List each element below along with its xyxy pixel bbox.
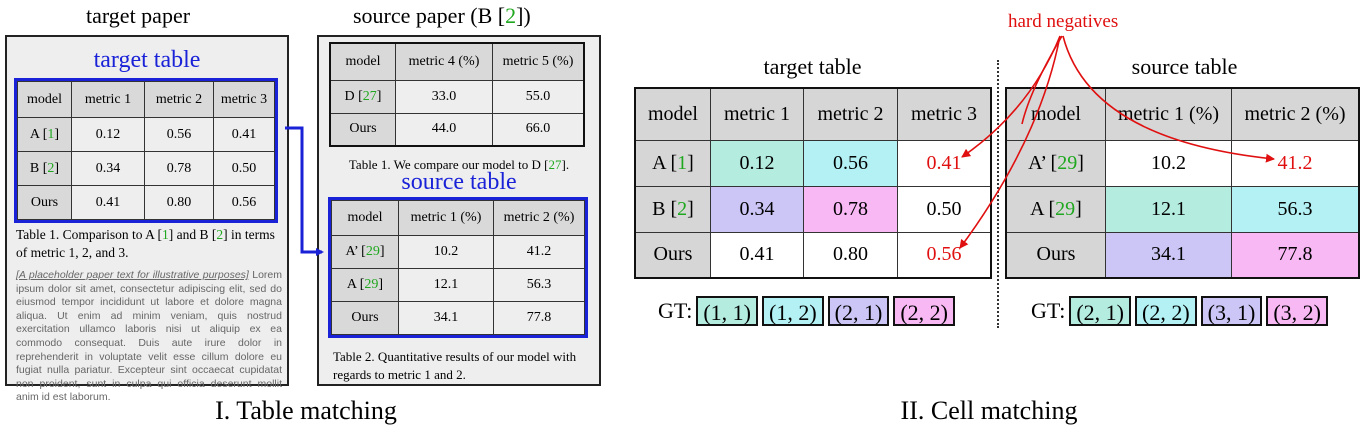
table-cell: 0.56 [213,185,275,220]
table-header: metric 2 [803,87,898,141]
table-cell: 0.41 [213,117,275,152]
row-label: A’ [29] [331,235,399,269]
table-cell: 77.8 [493,301,585,335]
source-paper: model metric 4 (%) metric 5 (%) D [27] 3… [317,35,601,386]
table-cell: 66.0 [492,112,585,147]
table-header: metric 3 [213,81,275,118]
row-label: Ours [1005,231,1106,279]
placeholder-body-text: [A placeholder paper text for illustrati… [16,269,282,404]
table-cell: 0.80 [803,231,898,279]
row-label: Ours [329,112,396,147]
gt-box: (2, 1) [1069,296,1131,326]
gt-box: (2, 2) [1135,296,1197,326]
target-paper: target table model metric 1 metric 2 met… [5,35,289,403]
table-header: metric 2 (%) [1231,87,1360,141]
table-header: metric 1 [710,87,804,141]
table-header: metric 3 [897,87,992,141]
row-label: Ours [634,231,711,279]
cell-target-table: model metric 1 metric 2 metric 3 A [1] 0… [634,87,992,279]
table-cell: 0.41 [710,231,804,279]
table-cell: 41.2 [493,235,585,269]
table-cell: 77.8 [1231,231,1360,279]
row-label: Ours [331,301,399,335]
table-header: metric 1 (%) [1105,87,1232,141]
target-table-highlight: model metric 1 metric 2 metric 3 A [1] 0… [14,78,278,223]
table-header: model [329,42,396,81]
table-cell: 44.0 [395,112,493,147]
table-header: model [634,87,711,141]
part-2-label: II. Cell matching [900,396,1078,425]
table-cell: 0.12 [710,139,804,187]
hard-negative-cell: 41.2 [1231,139,1360,187]
table-header: metric 4 (%) [395,42,493,81]
gt-box: (2, 2) [893,296,955,326]
source-paper-table-1: model metric 4 (%) metric 5 (%) D [27] 3… [329,42,585,147]
table-cell: 0.12 [71,117,145,152]
table-cell: 12.1 [398,268,494,302]
row-label: A [1] [634,139,711,187]
table-header: metric 1 [71,81,145,118]
source-paper-heading: source paper (B [2]) [353,3,531,28]
gt-box: (3, 1) [1200,296,1263,326]
target-table-title: target table [93,47,201,73]
source-table-highlight: model metric 1 (%) metric 2 (%) A’ [29] … [328,197,588,338]
cell-source-table: model metric 1 (%) metric 2 (%) A’ [29] … [1005,87,1360,279]
table-cell: 0.78 [803,185,898,233]
row-label: A’ [29] [1005,139,1106,187]
table-cell: 55.0 [492,79,585,114]
table-header: metric 2 [144,81,214,118]
row-label: Ours [17,185,72,220]
gt-box: (3, 2) [1266,296,1328,326]
row-label: A [29] [331,268,399,302]
cell-target-title: target table [763,54,862,79]
gt-label: GT: [1031,298,1066,323]
table-cell: 10.2 [398,235,494,269]
source-gt-row: GT: (2, 1) (2, 2) (3, 1) (3, 2) [1031,296,1328,326]
row-label: B [2] [634,185,711,233]
source-table-title: source table [401,169,517,195]
table-cell: 0.56 [803,139,898,187]
table-header: metric 5 (%) [492,42,585,81]
gt-box: (1, 1) [696,296,758,326]
row-label: A [29] [1005,185,1106,233]
row-label: D [27] [329,79,396,114]
table-header: model [331,200,399,236]
source-table-1-caption: Table 1. We compare our model to D [27]. [348,157,570,172]
table-cell: 34.1 [1105,231,1232,279]
table-header: model [1005,87,1106,141]
row-label: A [1] [17,117,72,152]
table-cell: 0.41 [71,185,145,220]
table-header: metric 1 (%) [398,200,494,236]
target-table-caption: Table 1. Comparison to A [1] and B [2] i… [16,227,275,260]
source-table-2-caption: Table 2. Quantitative results of our mod… [333,349,577,382]
table-header: model [17,81,72,118]
table-cell: 0.56 [144,117,214,152]
table-cell: 0.34 [71,151,145,186]
table-cell: 12.1 [1105,185,1232,233]
divider [997,60,999,328]
target-paper-table: model metric 1 metric 2 metric 3 A [1] 0… [17,81,275,220]
gt-box: (1, 2) [762,296,824,326]
gt-label: GT: [658,298,693,323]
table-cell: 34.1 [398,301,494,335]
hard-negative-cell: 0.56 [897,231,992,279]
source-paper-table-2: model metric 1 (%) metric 2 (%) A’ [29] … [331,200,585,335]
target-gt-row: GT: (1, 1) (1, 2) (2, 1) (2, 2) [658,296,955,326]
target-paper-heading: target paper [86,3,191,28]
table-cell: 56.3 [1231,185,1360,233]
cell-source-title: source table [1131,54,1238,79]
gt-box: (2, 1) [827,296,890,326]
hard-negatives-annotation: hard negatives [1008,11,1119,32]
table-cell: 0.78 [144,151,214,186]
part-1-label: I. Table matching [215,396,397,425]
